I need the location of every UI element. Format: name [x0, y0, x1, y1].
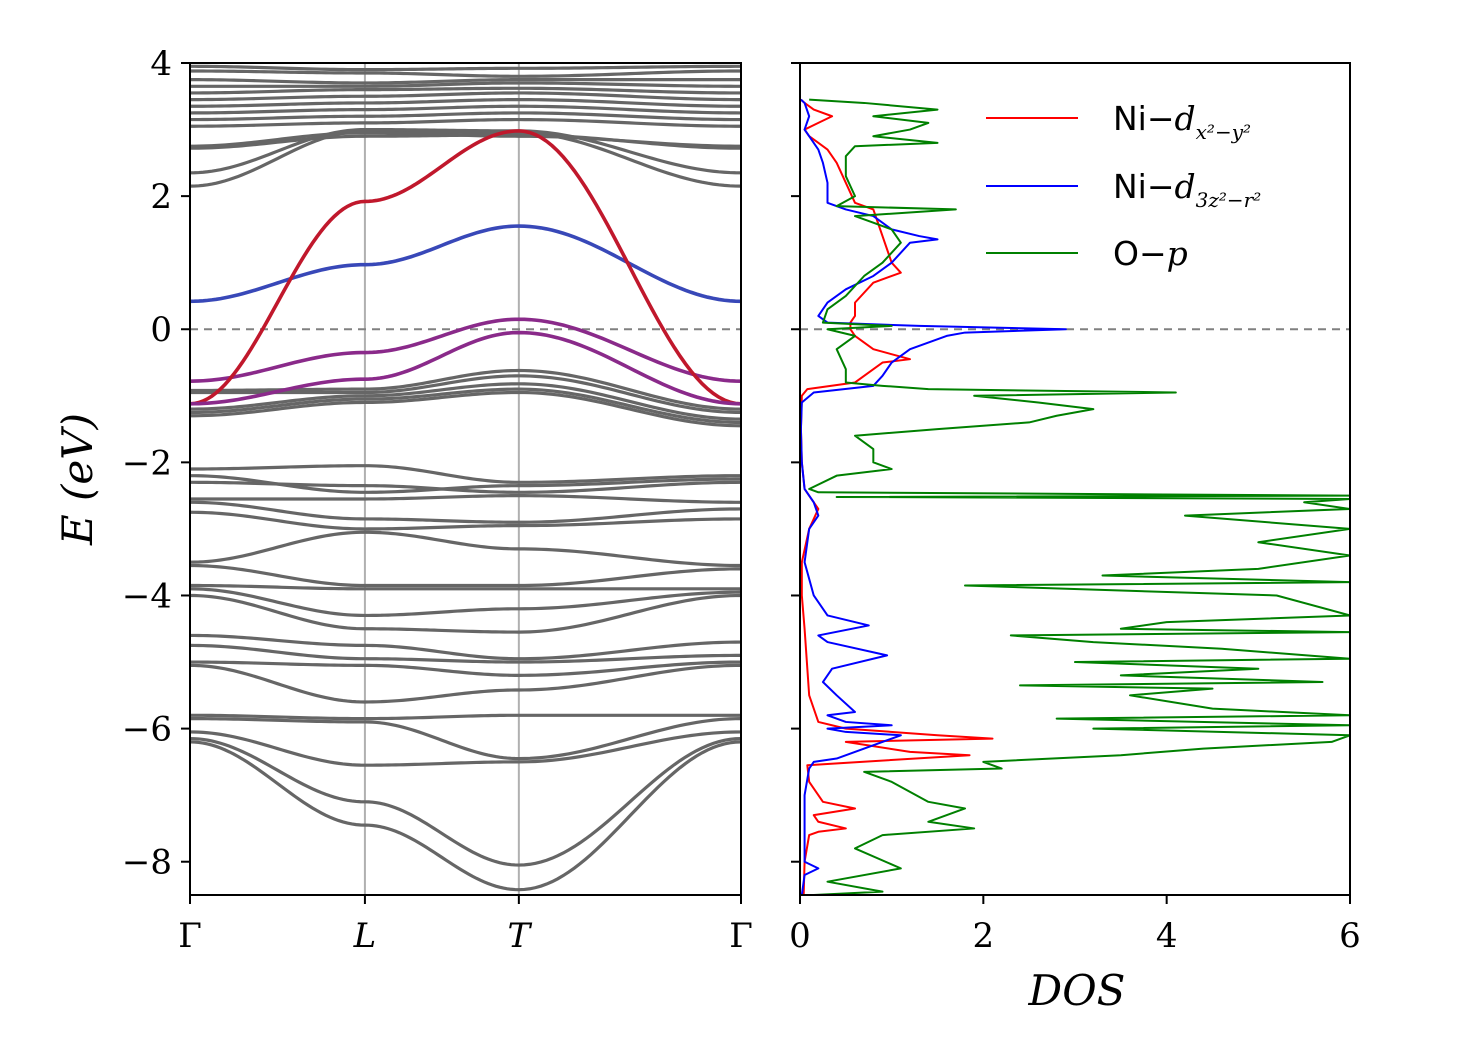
- band-line: [190, 500, 741, 524]
- band-line: [190, 69, 741, 78]
- highlighted-band-line: [190, 224, 741, 304]
- band-line: [190, 494, 741, 504]
- gray-bands: [190, 64, 741, 892]
- band-line: [190, 78, 741, 85]
- dos-x-ticks: 0 2 4 6: [789, 895, 1361, 956]
- band-line: [190, 98, 741, 108]
- k-tick-label: Γ: [178, 916, 202, 956]
- legend-label: Ni−dx²−y²: [1113, 99, 1251, 144]
- band-line: [190, 510, 741, 531]
- band-line: [190, 663, 741, 704]
- highlighted-band-line: [190, 330, 741, 406]
- band-line: [190, 111, 741, 122]
- band-line: [190, 563, 741, 588]
- band-line: [190, 530, 741, 568]
- dos-plot-frame: [799, 62, 1351, 896]
- highlighted-band-line: [190, 317, 741, 383]
- dos-series-line: [808, 98, 1350, 895]
- y-tick-label: 0: [150, 310, 172, 350]
- dos-panel: 0 2 4 6 DOS Ni−dx²−y² Ni−d3z²−r² O−p: [789, 62, 1361, 1015]
- y-tick-label: −8: [122, 843, 172, 883]
- y-tick-label: 4: [150, 44, 172, 84]
- dos-y-ticks: [791, 62, 800, 863]
- x-tick-label: 6: [1339, 916, 1361, 956]
- legend-label: Ni−d3z²−r²: [1113, 167, 1261, 212]
- band-line: [190, 390, 741, 428]
- band-line: [190, 643, 741, 664]
- band-line: [190, 736, 741, 867]
- band-line: [190, 91, 741, 102]
- band-line: [190, 133, 741, 150]
- band-line: [190, 129, 741, 188]
- band-line: [190, 64, 741, 72]
- y-tick-label: −6: [122, 710, 172, 750]
- k-tick-label: T: [508, 916, 533, 956]
- y-tick-label: −4: [122, 576, 172, 616]
- k-tick-label: Γ: [729, 916, 753, 956]
- dos-series-line: [800, 98, 1067, 895]
- band-line: [190, 593, 741, 634]
- kpath-grid-lines: [363, 63, 520, 895]
- y-tick-label: −2: [122, 443, 172, 483]
- k-tick-label: L: [353, 916, 377, 956]
- x-tick-label: 0: [789, 916, 811, 956]
- band-line: [190, 387, 741, 425]
- band-line: [190, 587, 741, 618]
- dos-series: [800, 98, 1350, 895]
- x-tick-label: 2: [973, 916, 995, 956]
- y-tick-label: 2: [150, 177, 172, 217]
- band-plot-frame: [189, 62, 742, 896]
- band-structure-panel: 4 2 0 −2 −4 −6 −8 Γ L T Γ E (eV): [53, 44, 753, 956]
- band-line: [190, 713, 741, 721]
- band-line: [190, 583, 741, 591]
- legend-label: O−p: [1113, 234, 1188, 273]
- band-line: [190, 730, 741, 767]
- band-line: [190, 464, 741, 484]
- band-line: [190, 382, 741, 421]
- highlighted-band-line: [190, 129, 741, 406]
- band-line: [190, 717, 741, 761]
- band-y-axis-title: E (eV): [53, 413, 102, 546]
- highlighted-bands: [190, 129, 741, 406]
- band-line: [190, 86, 741, 95]
- band-line: [190, 740, 741, 892]
- x-tick-label: 4: [1156, 916, 1178, 956]
- dos-legend: Ni−dx²−y² Ni−d3z²−r² O−p: [986, 99, 1261, 273]
- band-y-ticks: 4 2 0 −2 −4 −6 −8: [122, 44, 190, 883]
- band-line: [190, 117, 741, 128]
- dos-x-axis-title: DOS: [1028, 966, 1126, 1015]
- band-line: [190, 81, 741, 88]
- band-line: [190, 104, 741, 115]
- band-line: [190, 633, 741, 661]
- band-line: [190, 127, 741, 175]
- band-line: [190, 480, 741, 494]
- band-line: [190, 660, 741, 677]
